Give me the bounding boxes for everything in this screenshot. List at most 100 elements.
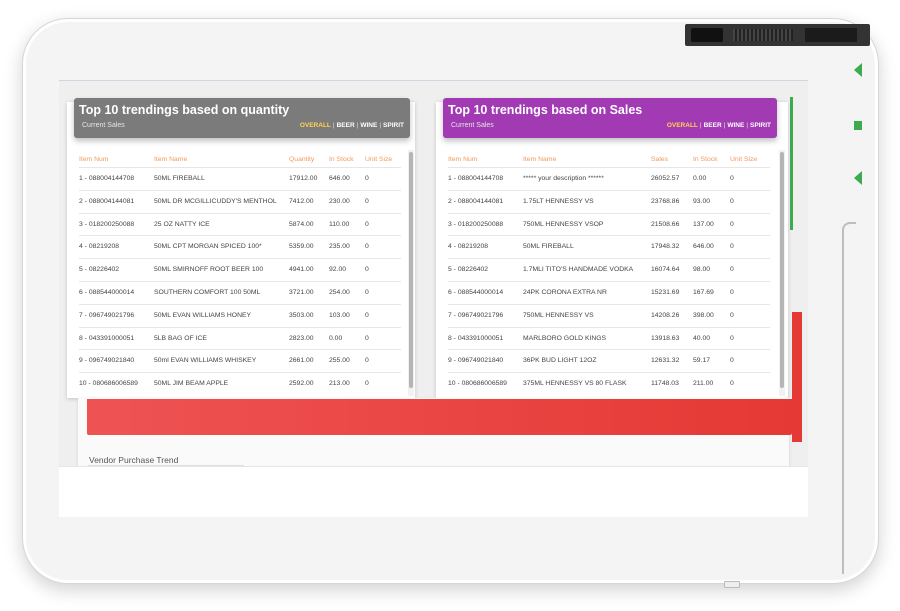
sensor-slot [805, 28, 857, 42]
table-row[interactable]: 2 - 088004144081 50ML DR MCGILLICUDDY'S M… [79, 189, 401, 213]
table-row[interactable]: 3 - 018200250088 25 OZ NATTY ICE 5874.00 11… [79, 212, 401, 236]
table-row[interactable]: 8 - 043391000051 MARLBORO GOLD KINGS 13918… [448, 326, 770, 350]
table-header: Item Num Item Name Quantity In Stock Unit Si… [79, 155, 401, 167]
table-cell: 6 - 088544000014 [448, 289, 504, 296]
table-cell: 1 - 088004144708 [448, 175, 504, 182]
table-cell: 7 - 096749021796 [79, 311, 135, 319]
section-divider [88, 465, 244, 466]
red-side-panel [792, 312, 802, 442]
table-row[interactable]: 8 - 043391000051 5LB BAG OF ICE 2823.00 0.0… [79, 326, 401, 350]
column-header[interactable]: Item Num [79, 156, 109, 163]
section-title: Vendor Purchase Trend [89, 455, 179, 465]
table-row[interactable]: 5 - 08226402 1.7MLI TITO'S HANDMADE VODKA… [448, 258, 770, 281]
table-cell: 21508.66 [651, 220, 680, 228]
table-cell: 93.00 [693, 197, 711, 205]
table-cell: 36PK BUD LIGHT 12OZ [523, 357, 597, 365]
table-cell: 137.00 [693, 220, 714, 228]
table-cell: 0 [730, 311, 734, 319]
table-cell: 50ML CPT MORGAN SPICED 100* [154, 243, 262, 251]
sales-table-scrollbar[interactable] [779, 150, 785, 396]
column-header[interactable]: Unit Size [730, 156, 758, 163]
device-side-edge [842, 222, 856, 574]
column-header[interactable]: Unit Size [365, 156, 393, 163]
table-cell: 59.17 [693, 357, 711, 365]
table-cell: MARLBORO GOLD KINGS [523, 334, 607, 342]
filter-overall[interactable]: OVERALL [299, 122, 331, 129]
table-cell: 0 [730, 266, 734, 274]
table-cell: 0 [365, 220, 369, 228]
table-cell: 0 [730, 334, 734, 342]
table-row[interactable]: 3 - 018200250088 750ML HENNESSY VSOP 21508… [448, 212, 770, 236]
table-cell: 50ML DR MCGILLICUDDY'S MENTHOL [154, 197, 277, 205]
table-cell: 254.00 [329, 289, 350, 296]
table-row[interactable]: 6 - 088544000014 24PK CORONA EXTRA NR 1523… [448, 281, 770, 304]
filter-overall[interactable]: OVERALL [666, 122, 698, 129]
table-cell: 211.00 [693, 380, 714, 388]
side-down-arrow-icon[interactable] [852, 170, 864, 186]
filter-beer[interactable]: BEER [336, 122, 355, 129]
column-header[interactable]: Item Name [523, 156, 557, 163]
table-cell: SOUTHERN COMFORT 100 50ML [154, 289, 261, 296]
table-cell: 2 - 088004144081 [79, 197, 135, 205]
table-cell: 4 - 08219208 [79, 243, 120, 251]
table-row[interactable]: 4 - 08219208 50ML CPT MORGAN SPICED 100* 5… [79, 235, 401, 258]
table-cell: 646.00 [693, 243, 714, 251]
column-header[interactable]: Sales [651, 156, 669, 163]
column-header[interactable]: Quantity [289, 156, 315, 163]
table-cell: ***** your description ****** [523, 175, 604, 182]
filter-spirit[interactable]: SPIRIT [750, 122, 771, 129]
table-cell: 230.00 [329, 197, 350, 205]
table-row[interactable]: 7 - 096749021796 750ML HENNESSY VS 14208.2… [448, 303, 770, 327]
column-header[interactable]: In Stock [693, 156, 718, 163]
table-cell: 10 - 080686006589 [79, 380, 138, 388]
table-cell: 0 [365, 266, 369, 274]
table-cell: 11748.03 [651, 380, 679, 388]
table-row[interactable]: 10 - 080686006589 375ML HENNESSY VS 80 FL… [448, 372, 770, 395]
table-cell: 2592.00 [289, 380, 314, 388]
table-cell: 5 - 08226402 [448, 266, 489, 274]
table-row[interactable]: 6 - 088544000014 SOUTHERN COMFORT 100 50M… [79, 281, 401, 304]
dashboard-screen: Top 10 trendings based on quantity Curre… [59, 80, 808, 517]
table-cell: 5 - 08226402 [79, 266, 120, 274]
column-header[interactable]: Item Name [154, 156, 188, 163]
filter-wine[interactable]: WINE [360, 122, 378, 129]
table-row[interactable]: 5 - 08226402 50ML SMIRNOFF ROOT BEER 100 4… [79, 258, 401, 281]
table-row[interactable]: 1 - 088004144708 ***** your description *… [448, 167, 770, 190]
table-row[interactable]: 4 - 08219208 50ML FIREBALL 17948.32 646.00 0 [448, 235, 770, 258]
table-cell: 0 [365, 175, 369, 182]
filter-wine[interactable]: WINE [727, 122, 745, 129]
table-row[interactable]: 9 - 096749021840 50ml EVAN WILLIAMS WHISK… [79, 349, 401, 372]
table-cell: 0 [730, 175, 734, 182]
table-cell: 0 [365, 311, 369, 319]
table-row[interactable]: 10 - 080686006589 50ML JIM BEAM APPLE 2592… [79, 372, 401, 395]
table-cell: 0 [730, 220, 734, 228]
table-cell: 750ML HENNESSY VS [523, 311, 594, 319]
column-header[interactable]: Item Num [448, 156, 478, 163]
table-row[interactable]: 1 - 088004144708 50ML FIREBALL 17912.00 646… [79, 167, 401, 190]
speaker-grille [733, 29, 793, 41]
table-cell: 0 [365, 357, 369, 365]
side-square-button-icon[interactable] [852, 118, 864, 134]
filter-beer[interactable]: BEER [703, 122, 722, 129]
table-cell: 3721.00 [289, 289, 314, 296]
side-up-arrow-icon[interactable] [852, 62, 864, 78]
quantity-table-scrollbar[interactable] [408, 150, 414, 396]
scrollbar-thumb[interactable] [409, 152, 413, 388]
table-cell: 0 [730, 357, 734, 365]
column-header[interactable]: In Stock [329, 156, 354, 163]
table-row[interactable]: 2 - 088004144081 1.75LT HENNESSY VS 23768.… [448, 189, 770, 213]
table-row[interactable]: 9 - 096749021840 36PK BUD LIGHT 12OZ 12631… [448, 349, 770, 372]
filter-spirit[interactable]: SPIRIT [383, 122, 404, 129]
table-cell: 398.00 [693, 311, 714, 319]
table-cell: 16074.64 [651, 266, 680, 274]
sales-trend-card: Top 10 trendings based on Sales Current … [436, 98, 788, 398]
table-cell: 50ML JIM BEAM APPLE [154, 380, 229, 388]
table-cell: 0 [730, 380, 734, 388]
table-cell: 4941.00 [289, 266, 314, 274]
card-subtitle: Current Sales [451, 122, 494, 129]
table-header: Item Num Item Name Sales In Stock Unit Size [448, 155, 770, 167]
device-port [724, 581, 740, 588]
table-cell: 25 OZ NATTY ICE [154, 220, 210, 228]
scrollbar-thumb[interactable] [780, 152, 784, 388]
table-row[interactable]: 7 - 096749021796 50ML EVAN WILLIAMS HONEY… [79, 303, 401, 327]
